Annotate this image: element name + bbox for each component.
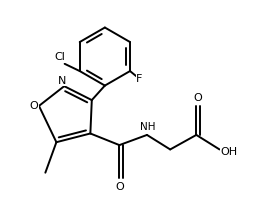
Text: Cl: Cl: [54, 52, 66, 62]
Text: O: O: [193, 93, 202, 103]
Text: O: O: [29, 101, 38, 111]
Text: F: F: [136, 74, 143, 84]
Text: NH: NH: [140, 122, 156, 132]
Text: OH: OH: [220, 147, 237, 157]
Text: O: O: [115, 182, 124, 192]
Text: N: N: [58, 76, 66, 86]
